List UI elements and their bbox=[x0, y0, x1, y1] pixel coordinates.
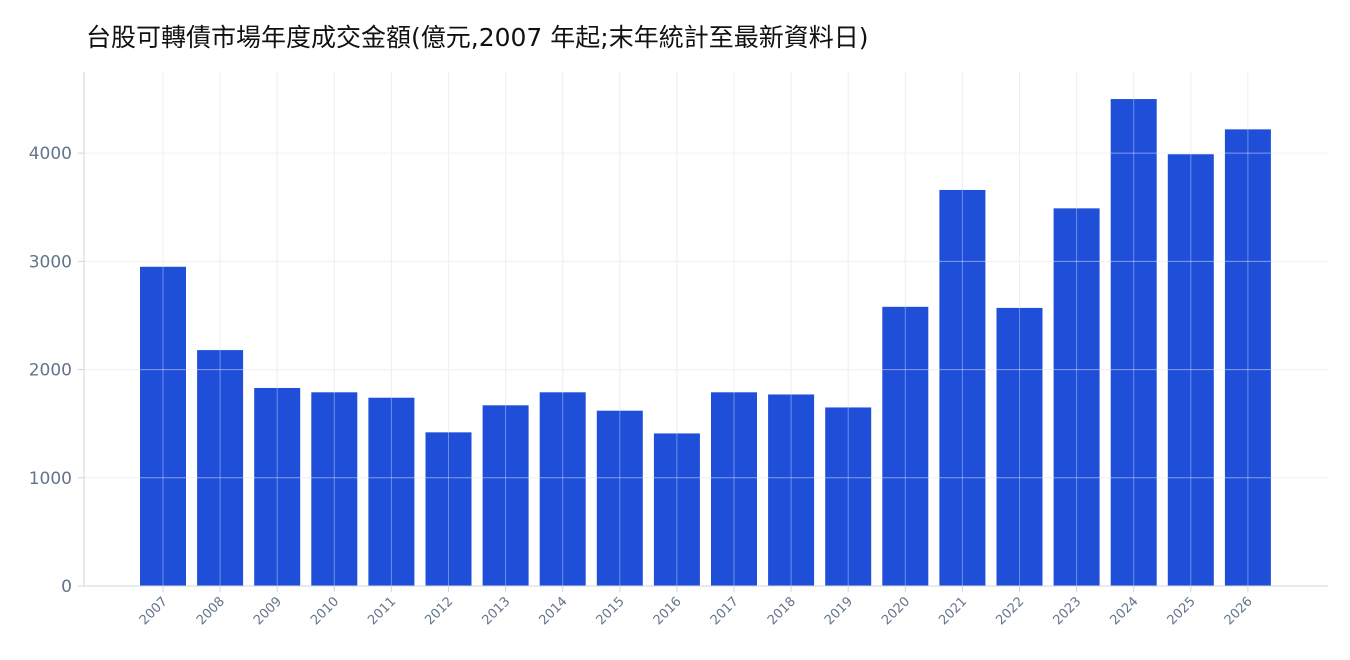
bar-2018 bbox=[768, 394, 815, 586]
x-tick-label: 2007 bbox=[137, 594, 171, 628]
x-tick-label: 2015 bbox=[594, 594, 628, 628]
y-tick-label: 3000 bbox=[29, 252, 72, 272]
grid-overlay bbox=[84, 72, 1328, 586]
x-tick-label: 2017 bbox=[708, 594, 742, 628]
y-tick-label: 1000 bbox=[29, 469, 72, 489]
x-tick-label: 2021 bbox=[936, 594, 970, 628]
bar-2022 bbox=[996, 307, 1043, 586]
bar-2023 bbox=[1053, 208, 1100, 586]
bar-2021 bbox=[939, 189, 986, 587]
chart-title: 台股可轉債市場年度成交金額(億元,2007 年起;末年統計至最新資料日) bbox=[86, 23, 869, 52]
bar-2015 bbox=[596, 410, 643, 586]
bar-2016 bbox=[653, 433, 700, 586]
bar-2024 bbox=[1110, 99, 1157, 586]
y-tick-label: 4000 bbox=[29, 144, 72, 164]
y-tick-label: 0 bbox=[61, 577, 72, 597]
x-tick-label: 2018 bbox=[765, 594, 799, 628]
axes bbox=[78, 72, 1328, 592]
bar-2025 bbox=[1167, 154, 1214, 587]
x-tick-label: 2023 bbox=[1050, 594, 1084, 628]
x-tick-labels: 2007 2008 2009 2010 2011 2012 2013 2014 2015 2016… bbox=[137, 594, 1256, 628]
y-tick-label: 2000 bbox=[29, 361, 72, 381]
x-tick-label: 2026 bbox=[1222, 594, 1256, 628]
x-tick-label: 2010 bbox=[308, 594, 342, 628]
bar-2019 bbox=[825, 407, 872, 586]
bar-2010 bbox=[311, 392, 358, 586]
bar-2008 bbox=[197, 350, 244, 586]
y-tick-labels: 0 1000 2000 3000 4000 bbox=[29, 144, 72, 597]
bar-2012 bbox=[425, 432, 472, 586]
x-tick-label: 2019 bbox=[822, 594, 856, 628]
x-tick-label: 2008 bbox=[194, 594, 228, 628]
x-tick-label: 2022 bbox=[993, 594, 1027, 628]
bar-2009 bbox=[254, 387, 301, 586]
x-tick-label: 2009 bbox=[251, 594, 285, 628]
bar-2014 bbox=[539, 392, 586, 586]
bar-2011 bbox=[368, 397, 415, 586]
x-tick-label: 2024 bbox=[1108, 594, 1142, 628]
x-tick-label: 2011 bbox=[365, 594, 399, 628]
x-tick-label: 2013 bbox=[479, 594, 513, 628]
bar-2026 bbox=[1224, 129, 1271, 587]
x-tick-label: 2020 bbox=[879, 594, 913, 628]
x-tick-label: 2014 bbox=[537, 594, 571, 628]
bar-2017 bbox=[711, 392, 757, 586]
bar-2013 bbox=[482, 405, 529, 586]
bar-2020 bbox=[882, 306, 929, 586]
bar-2007 bbox=[140, 266, 186, 586]
x-tick-label: 2025 bbox=[1165, 594, 1199, 628]
x-tick-label: 2012 bbox=[422, 594, 456, 628]
x-tick-label: 2016 bbox=[651, 594, 685, 628]
bars bbox=[140, 99, 1271, 587]
